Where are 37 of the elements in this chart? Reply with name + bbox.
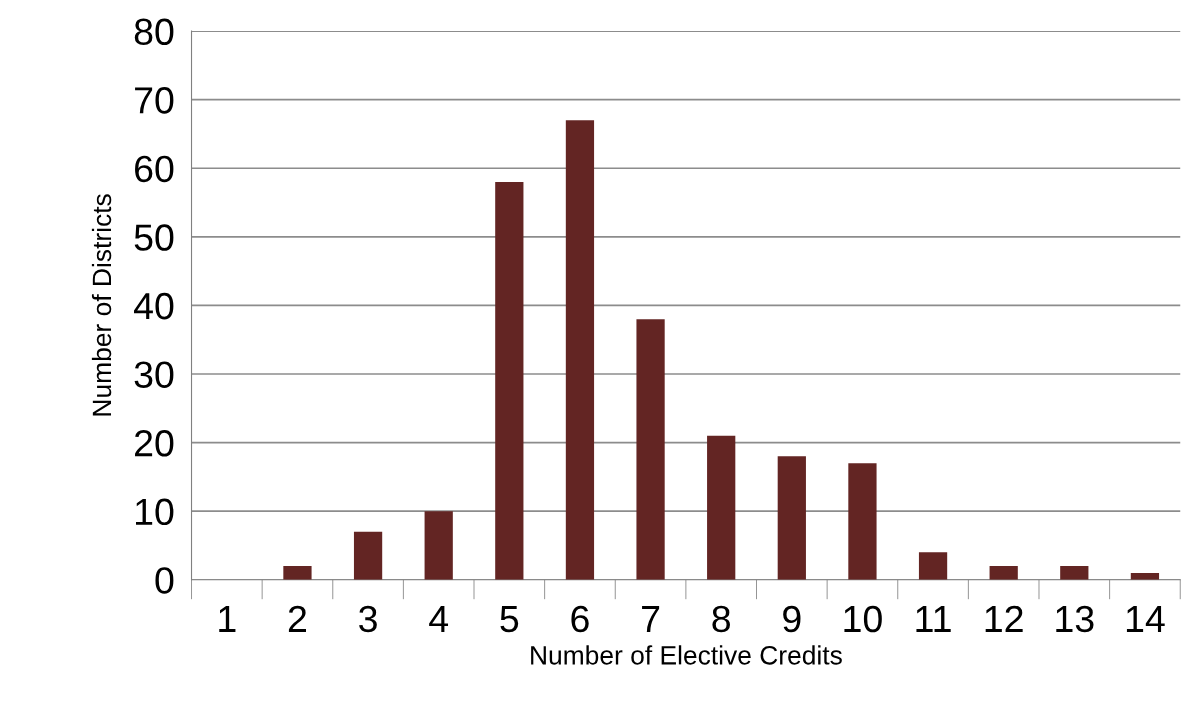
x-tick-label: 3 <box>359 605 377 633</box>
bar <box>565 120 595 580</box>
bar <box>848 463 877 580</box>
x-tick-label: 7 <box>642 606 660 632</box>
bar <box>283 566 312 580</box>
bar <box>707 435 736 580</box>
y-axis-title: Number of Districts <box>91 194 112 416</box>
x-tick-label: 4 <box>429 606 449 632</box>
y-tick-label: 0 <box>155 567 174 594</box>
bar <box>495 181 524 580</box>
y-tick-label: 30 <box>134 361 174 388</box>
y-tick-label: 60 <box>135 155 174 183</box>
x-tick-label: 11 <box>916 606 951 632</box>
y-tick-label: 80 <box>134 18 174 46</box>
y-tick-label: 20 <box>135 429 174 457</box>
x-tick-label: 13 <box>1056 605 1094 633</box>
x-tick-label: 12 <box>985 605 1023 632</box>
x-tick-label: 9 <box>783 605 801 633</box>
bar <box>918 552 948 580</box>
bar <box>989 566 1018 580</box>
y-tick-label: 70 <box>135 87 174 114</box>
x-tick-label: 10 <box>844 605 882 633</box>
x-axis-title: Number of Elective Credits <box>531 645 842 665</box>
y-tick-label: 10 <box>136 498 174 526</box>
x-tick-label: 6 <box>571 605 589 633</box>
y-tick-label: 40 <box>134 292 174 320</box>
bar <box>424 511 453 580</box>
bar <box>1060 566 1089 580</box>
y-tick-label: 50 <box>134 224 174 251</box>
bar <box>777 456 806 580</box>
x-tick-label: 1 <box>219 606 236 632</box>
x-tick-label: 8 <box>712 605 730 633</box>
x-tick-label: 14 <box>1126 606 1165 632</box>
bar <box>636 319 665 580</box>
bar <box>353 531 383 580</box>
x-tick-label: 5 <box>500 606 519 633</box>
x-tick-label: 2 <box>288 605 306 632</box>
